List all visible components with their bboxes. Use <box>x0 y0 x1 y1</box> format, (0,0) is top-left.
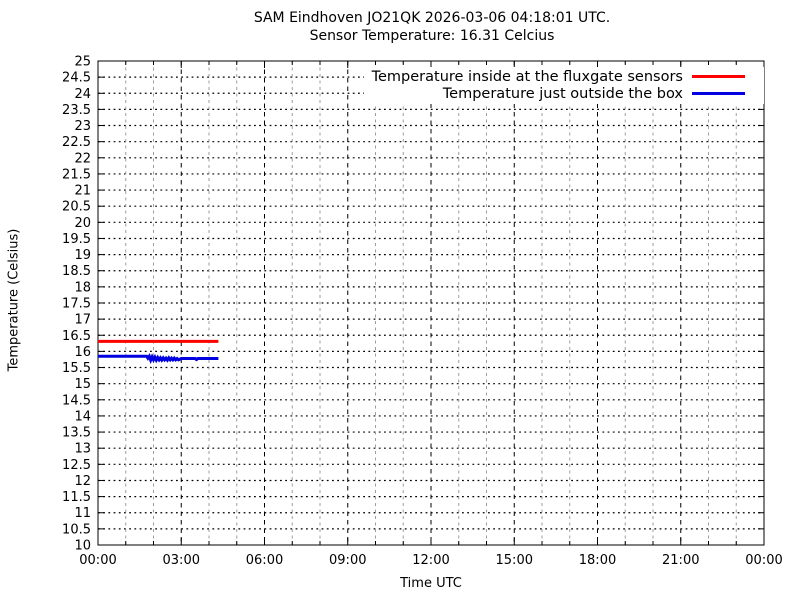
y-tick-label: 13.5 <box>62 426 91 441</box>
y-tick-label: 15 <box>74 377 91 392</box>
y-tick-label: 24.5 <box>62 71 91 86</box>
legend-line-blue-icon <box>692 92 745 95</box>
chart-title-block: SAM Eindhoven JO21QK 2026-03-06 04:18:01… <box>62 9 800 45</box>
y-tick-label: 17 <box>74 313 91 328</box>
chart-subtitle: Sensor Temperature: 16.31 Celcius <box>309 28 555 45</box>
y-tick-label: 19 <box>74 248 91 263</box>
x-tick-label: 21:00 <box>662 553 699 568</box>
y-tick-label: 23 <box>74 119 91 134</box>
legend-item-outside: Temperature just outside the box <box>372 85 745 102</box>
x-tick-label: 18:00 <box>579 553 616 568</box>
legend: Temperature inside at the fluxgate senso… <box>363 67 764 104</box>
y-tick-label: 24 <box>74 87 91 102</box>
x-tick-label: 00:00 <box>79 553 116 568</box>
x-axis-label: Time UTC <box>400 576 462 591</box>
x-tick-label: 00:00 <box>745 553 782 568</box>
y-tick-label: 21 <box>74 184 91 199</box>
x-tick-label: 03:00 <box>163 553 200 568</box>
y-tick-label: 17.5 <box>62 297 91 312</box>
y-tick-label: 10 <box>74 539 91 554</box>
y-tick-label: 11 <box>74 506 91 521</box>
y-tick-label: 22 <box>74 151 91 166</box>
y-tick-label: 11.5 <box>62 490 91 505</box>
x-tick-label: 09:00 <box>329 553 366 568</box>
y-tick-label: 23.5 <box>62 103 91 118</box>
y-tick-label: 14 <box>74 409 91 424</box>
y-tick-label: 16.5 <box>62 329 91 344</box>
y-tick-label: 13 <box>74 442 91 457</box>
y-tick-label: 20.5 <box>62 200 91 215</box>
legend-label-outside: Temperature just outside the box <box>442 85 683 102</box>
y-tick-label: 25 <box>74 55 91 70</box>
y-tick-label: 15.5 <box>62 361 91 376</box>
legend-item-inside: Temperature inside at the fluxgate senso… <box>372 68 745 85</box>
y-tick-label: 12.5 <box>62 458 91 473</box>
y-tick-label: 18 <box>74 280 91 295</box>
chart-title: SAM Eindhoven JO21QK 2026-03-06 04:18:01… <box>253 10 611 26</box>
x-tick-label: 15:00 <box>496 553 533 568</box>
y-tick-label: 16 <box>74 345 91 360</box>
y-tick-label: 19.5 <box>62 232 91 247</box>
y-tick-label: 10.5 <box>62 522 91 537</box>
y-tick-label: 14.5 <box>62 393 91 408</box>
y-tick-label: 21.5 <box>62 167 91 182</box>
x-tick-label: 06:00 <box>246 553 283 568</box>
legend-line-red-icon <box>692 75 745 78</box>
legend-label-inside: Temperature inside at the fluxgate senso… <box>371 68 683 85</box>
x-tick-label: 12:00 <box>412 553 449 568</box>
y-tick-label: 20 <box>74 216 91 231</box>
y-tick-label: 12 <box>74 474 91 489</box>
y-axis-label: Temperature (Celsius) <box>6 228 22 372</box>
y-tick-label: 18.5 <box>62 264 91 279</box>
y-tick-label: 22.5 <box>62 135 91 150</box>
series-line-1 <box>98 352 219 365</box>
